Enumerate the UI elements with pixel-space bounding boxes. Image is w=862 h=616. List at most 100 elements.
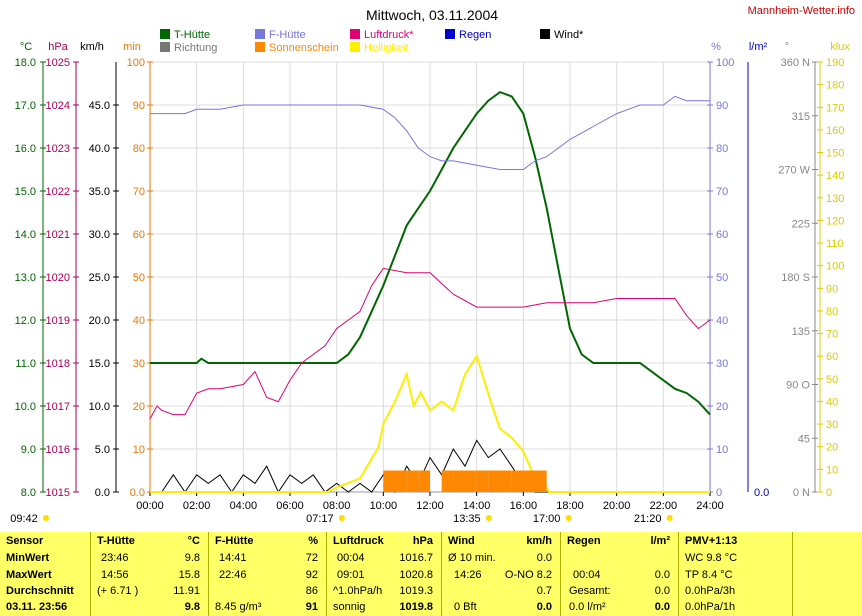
site-link[interactable]: Mannheim-Wetter.info	[748, 5, 855, 17]
sunshine-bar	[500, 470, 512, 492]
sunshine-bar	[418, 470, 430, 492]
klux-axis-tick-label: 130	[826, 193, 844, 205]
marker-label: 21:20	[634, 513, 662, 525]
p-max-time: 09:01	[337, 569, 365, 581]
col-pmv: PMV+1:13 WC 9.8 °C TP 8.4 °C 0.0hPa/3h 0…	[678, 532, 792, 616]
p-cur-val: 1019.8	[399, 601, 433, 613]
marker-label: 09:42	[10, 513, 38, 525]
p-cur-note: sonnig	[333, 601, 366, 613]
temp-axis-tick-label: 8.0	[21, 487, 36, 499]
f-min-time: 14:41	[219, 552, 247, 564]
hpa-axis-tick-label: 1017	[46, 401, 70, 413]
temp-axis-tick-label: 14.0	[15, 229, 36, 241]
sensor-date: 03.11. 23:56	[6, 601, 68, 613]
legend-label: Sonnenschein	[269, 42, 339, 54]
col-f-huette: F-Hütte % 14:41 72 22:46 92 86 8.45 g/m³…	[208, 532, 326, 616]
hpa-axis-tick-label: 1016	[46, 444, 70, 456]
marker-sun-icon	[666, 515, 673, 521]
marker-sun-icon	[565, 515, 572, 521]
x-tick-label: 14:00	[463, 500, 491, 512]
legend-swatch	[445, 29, 455, 39]
f-min-val: 72	[305, 552, 318, 564]
hpa-axis-tick-label: 1018	[46, 358, 70, 370]
kmh-axis-tick-label: 5.0	[95, 444, 110, 456]
pct-axis-tick-label: 0	[716, 487, 722, 499]
sunshine-bar	[383, 470, 395, 492]
hpa-axis-tick-label: 1015	[46, 487, 70, 499]
legend-swatch	[350, 42, 360, 52]
x-tick-label: 16:00	[510, 500, 538, 512]
f-max-val: 92	[305, 569, 318, 581]
pct-axis-tick-label: 20	[716, 401, 728, 413]
min-axis-tick-label: 0.0	[130, 487, 145, 499]
pct-axis-tick-label: 90	[716, 100, 728, 112]
axis-scales: 18.0 17.0 16.0 15.0 14.0 13.0 12.0 11.0 10.0 9.0 8…	[15, 57, 845, 512]
min-axis-tick-label: 50	[133, 272, 145, 284]
dir-axis-tick-label: 45	[798, 433, 810, 445]
min-axis-tick-label: 40	[133, 315, 145, 327]
marker-sun-icon	[43, 515, 49, 521]
pct-axis-tick-label: 80	[716, 143, 728, 155]
weather-chart: Mittwoch, 03.11.2004 Mannheim-Wetter.inf…	[10, 5, 855, 525]
pct-axis-tick-label: 60	[716, 229, 728, 241]
klux-axis-tick-label: 90	[826, 283, 838, 295]
w-unit: km/h	[526, 535, 552, 547]
klux-axis-tick-label: 80	[826, 306, 838, 318]
f-max-time: 22:46	[219, 569, 247, 581]
kmh-axis-tick-label: 0.0	[95, 487, 110, 499]
w-r4-val: 0.0	[536, 601, 552, 613]
klux-axis-tick-label: 120	[826, 215, 844, 227]
axis-unit-label: hPa	[48, 41, 68, 53]
legend-label: T-Hütte	[174, 29, 210, 41]
hpa-axis-tick-label: 1020	[46, 272, 70, 284]
r-r2-val: 0.0	[654, 569, 670, 581]
col-t-huette: T-Hütte °C 23:46 9.8 14:56 15.8 (+ 6.71 …	[90, 532, 208, 616]
f-cur-val: 91	[305, 601, 318, 613]
sunshine-bar	[406, 470, 419, 492]
w-r4-note: 0 Bft	[454, 601, 477, 613]
temp-axis-tick-label: 10.0	[15, 401, 36, 413]
kmh-axis-tick-label: 45.0	[89, 100, 110, 112]
col-sensor: Sensor MinWert MaxWert Durchschnitt 03.1…	[0, 532, 90, 616]
w-r3-val: 0.7	[536, 585, 552, 597]
marker-sun-icon	[485, 515, 492, 521]
rain-axis-tick-label: 0.0	[754, 487, 769, 499]
series-line-wind	[150, 439, 710, 494]
t-max-val: 15.8	[178, 569, 200, 581]
pct-axis-tick-label: 30	[716, 358, 728, 370]
r-unit: l/m²	[650, 535, 670, 547]
plot-grid	[149, 61, 711, 493]
pmv-r3: 0.0hPa/3h	[685, 585, 736, 597]
klux-axis-tick-label: 20	[826, 442, 838, 454]
sunshine-bar	[488, 470, 500, 492]
sunshine-bar	[441, 470, 454, 492]
axis-unit-label: min	[123, 41, 141, 53]
r-title: Regen	[567, 535, 601, 547]
series-line-luftdruck	[149, 267, 711, 420]
legend-label: Richtung	[174, 42, 217, 54]
kmh-axis-tick-label: 40.0	[89, 143, 110, 155]
sunshine-bar	[523, 470, 535, 492]
dir-axis-tick-label: 360 N	[781, 57, 810, 69]
min-axis-tick-label: 10	[133, 444, 145, 456]
klux-axis-tick-label: 100	[826, 261, 844, 273]
x-tick-label: 02:00	[183, 500, 211, 512]
f-unit: %	[308, 535, 318, 547]
pct-axis-tick-label: 10	[716, 444, 728, 456]
min-axis-tick-label: 20	[133, 401, 145, 413]
p-title: Luftdruck	[333, 535, 384, 547]
klux-axis-tick-label: 110	[826, 238, 844, 250]
klux-axis-tick-label: 50	[826, 374, 838, 386]
legend-label: Wind*	[554, 29, 584, 41]
marker-label: 17:00	[533, 513, 561, 525]
legend-swatch	[160, 42, 170, 52]
t-title: T-Hütte	[97, 535, 135, 547]
hpa-axis-tick-label: 1022	[46, 186, 70, 198]
sunshine-bar	[395, 470, 407, 492]
t-avg-note: (+ 6.71 )	[97, 585, 139, 597]
dir-axis-tick-label: 225	[792, 218, 810, 230]
kmh-axis-tick-label: 25.0	[89, 272, 110, 284]
sensor-avg-label: Durchschnitt	[6, 585, 74, 597]
pmv-title: PMV+1:13	[685, 535, 738, 547]
p-avg-note: ^1.0hPa/h	[333, 585, 383, 597]
